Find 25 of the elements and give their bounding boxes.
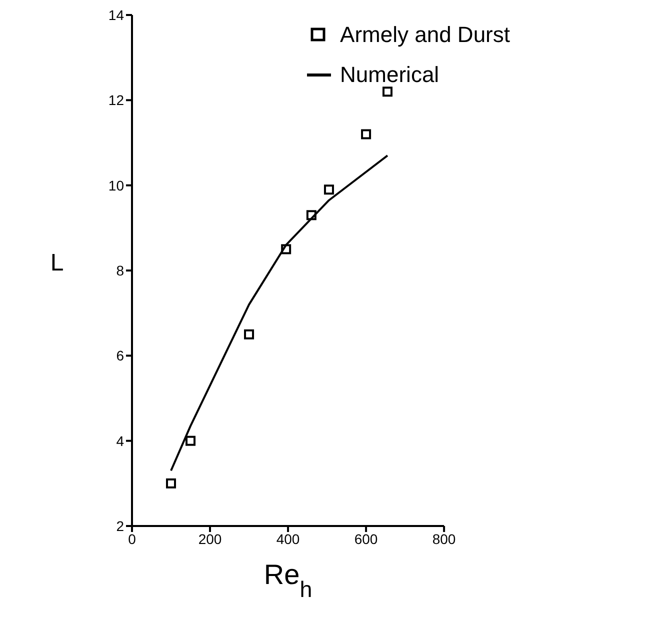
y-tick-label: 12 (108, 92, 124, 108)
point (244, 329, 254, 340)
x-tick-label: 0 (128, 530, 136, 547)
x-tick-label: 800 (432, 530, 456, 547)
point (166, 478, 176, 488)
x-tick-label: 200 (198, 530, 222, 547)
y-tick-label: 2 (116, 518, 124, 534)
y-tick-label: 6 (116, 348, 124, 364)
y-tick-label: 14 (108, 6, 124, 23)
point (324, 184, 334, 195)
y-tick-label: 4 (116, 432, 124, 449)
point (382, 86, 392, 97)
point (361, 129, 372, 140)
legend-label: Armely and Durst (340, 22, 510, 48)
y-axis-title: L (50, 250, 64, 276)
x-tick-label: 600 (354, 530, 378, 547)
x-axis-title: Re$_{h}$ (264, 559, 312, 602)
y-tick-label: 10 (108, 177, 124, 194)
point (186, 436, 196, 446)
point (306, 210, 316, 220)
x-tick-label: 400 (276, 530, 300, 547)
point (281, 244, 292, 254)
line-series (170, 154, 388, 472)
legend-label: Numerical (340, 62, 440, 88)
y-tick-label: 8 (116, 262, 124, 278)
